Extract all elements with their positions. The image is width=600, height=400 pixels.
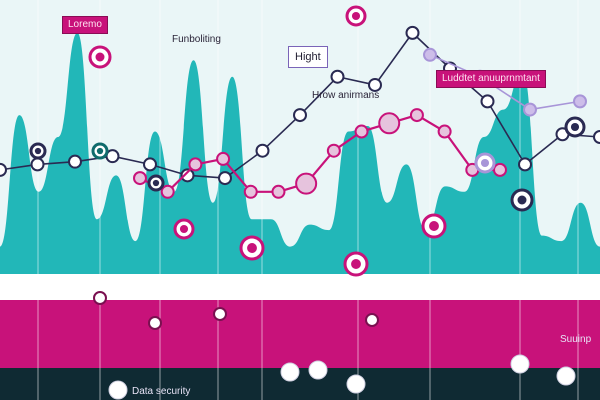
dark-band-marker: [346, 374, 366, 394]
dark-band-marker: [108, 380, 128, 400]
data-point: [143, 157, 157, 172]
dark-band-marker: [556, 366, 576, 386]
band-marker: [93, 291, 107, 305]
data-point: [409, 108, 424, 123]
marker-node-core: [247, 243, 257, 253]
line-series: [429, 54, 581, 111]
dark-band: [0, 368, 600, 400]
annotation-suuinp: Suuinp: [560, 334, 592, 345]
annotation-data-security: Data security: [132, 386, 191, 397]
area-series: [0, 32, 600, 274]
data-point: [480, 94, 495, 109]
annotation-hight: Hight: [288, 46, 328, 68]
data-point: [293, 108, 307, 123]
data-point: [354, 124, 369, 139]
pink-band: [0, 300, 600, 368]
dark-band-marker: [280, 362, 300, 382]
data-point: [255, 143, 270, 158]
data-point: [271, 184, 286, 199]
band-marker: [148, 316, 162, 330]
marker-node-core: [351, 11, 361, 21]
band-marker: [213, 307, 227, 321]
white-band: [0, 274, 600, 300]
data-point: [518, 157, 532, 172]
data-point: [368, 77, 382, 92]
marker-node-core: [480, 158, 490, 168]
marker-node-core: [517, 195, 527, 205]
data-point: [180, 168, 195, 183]
data-point: [330, 69, 345, 84]
data-point: [437, 124, 452, 139]
dark-band-marker: [510, 354, 530, 374]
annotation-funboliting: Funboliting: [172, 34, 221, 45]
dark-band-marker: [308, 360, 328, 380]
data-point: [68, 154, 82, 169]
data-point: [523, 102, 537, 117]
data-point: [30, 157, 45, 172]
data-point: [405, 25, 420, 40]
band-marker: [365, 313, 379, 327]
data-point: [0, 162, 7, 177]
marker-node-core: [179, 224, 189, 234]
data-point: [188, 157, 203, 172]
marker-node-core: [152, 179, 160, 187]
data-point: [216, 151, 231, 166]
data-point: [378, 112, 401, 135]
marker-node-core: [95, 52, 105, 62]
data-point: [133, 171, 147, 186]
data-point: [243, 184, 258, 199]
data-point: [326, 143, 341, 158]
data-point: [295, 172, 318, 195]
annotation-loremo: Loremo: [62, 16, 108, 34]
data-point: [593, 130, 600, 144]
data-point: [423, 47, 437, 62]
data-point: [493, 162, 507, 177]
marker-node-core: [351, 259, 361, 269]
marker-node-core: [96, 147, 104, 155]
data-point: [218, 171, 232, 186]
data-point: [160, 184, 175, 199]
data-point: [573, 94, 587, 109]
marker-node-core: [429, 221, 439, 231]
marker-node-core: [34, 147, 42, 155]
marker-node-core: [570, 122, 580, 132]
annotation-hrow-anirmans: Hrow anirmans: [312, 90, 380, 101]
annotation-luddtet: Luddtet anuuprnmtant: [436, 70, 546, 88]
